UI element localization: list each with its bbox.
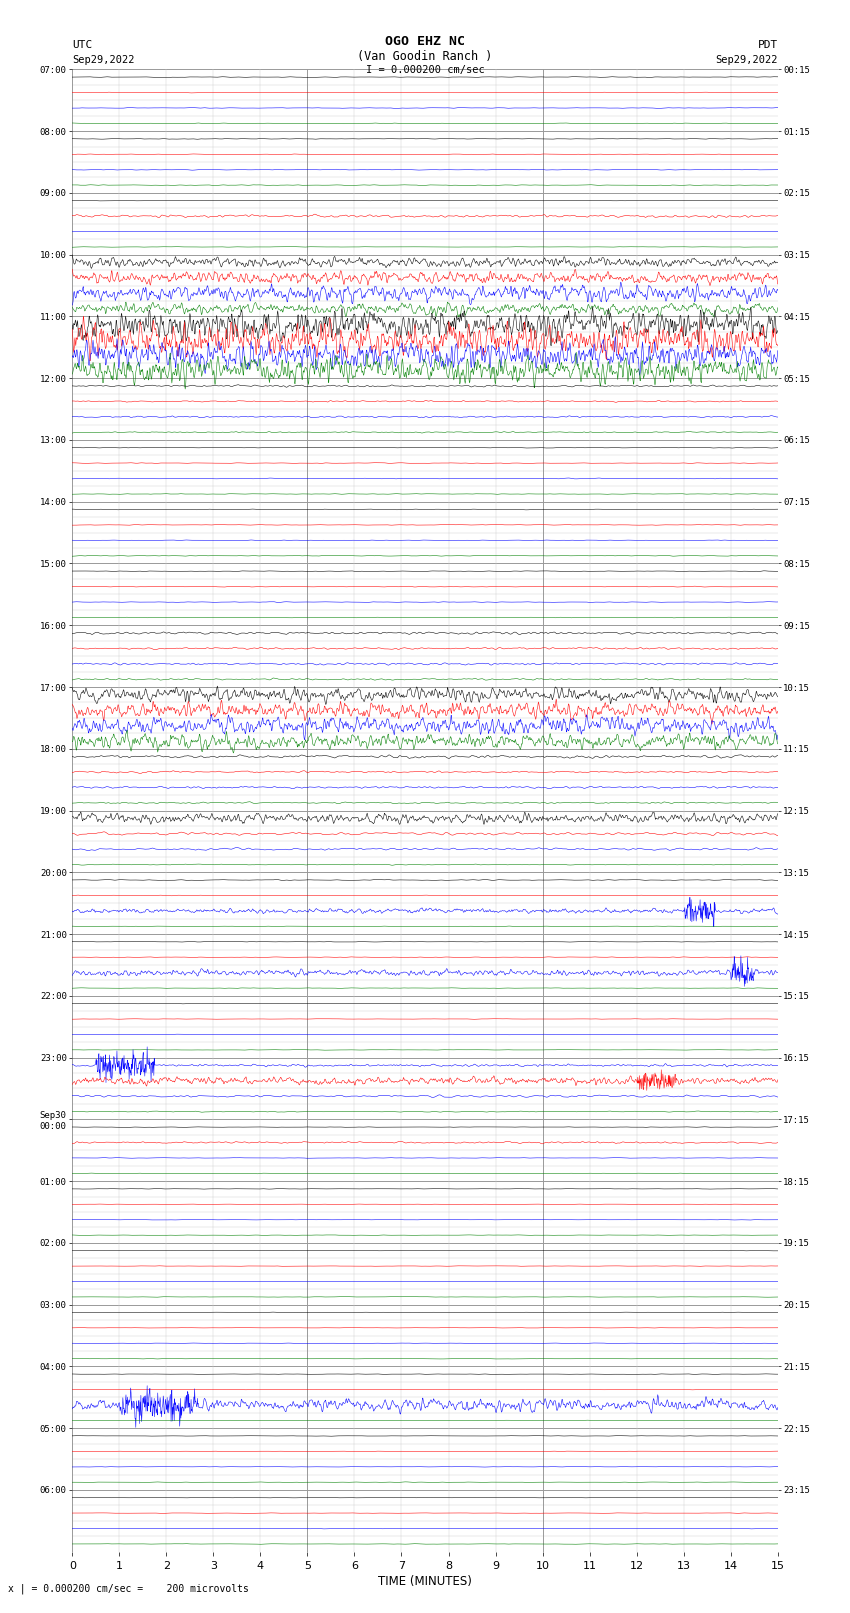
Text: I = 0.000200 cm/sec: I = 0.000200 cm/sec (366, 65, 484, 74)
Text: OGO EHZ NC: OGO EHZ NC (385, 35, 465, 48)
Text: PDT: PDT (757, 40, 778, 50)
Text: x | = 0.000200 cm/sec =    200 microvolts: x | = 0.000200 cm/sec = 200 microvolts (8, 1582, 249, 1594)
Text: UTC: UTC (72, 40, 93, 50)
Text: Sep29,2022: Sep29,2022 (72, 55, 135, 65)
X-axis label: TIME (MINUTES): TIME (MINUTES) (378, 1574, 472, 1587)
Text: (Van Goodin Ranch ): (Van Goodin Ranch ) (357, 50, 493, 63)
Text: Sep29,2022: Sep29,2022 (715, 55, 778, 65)
